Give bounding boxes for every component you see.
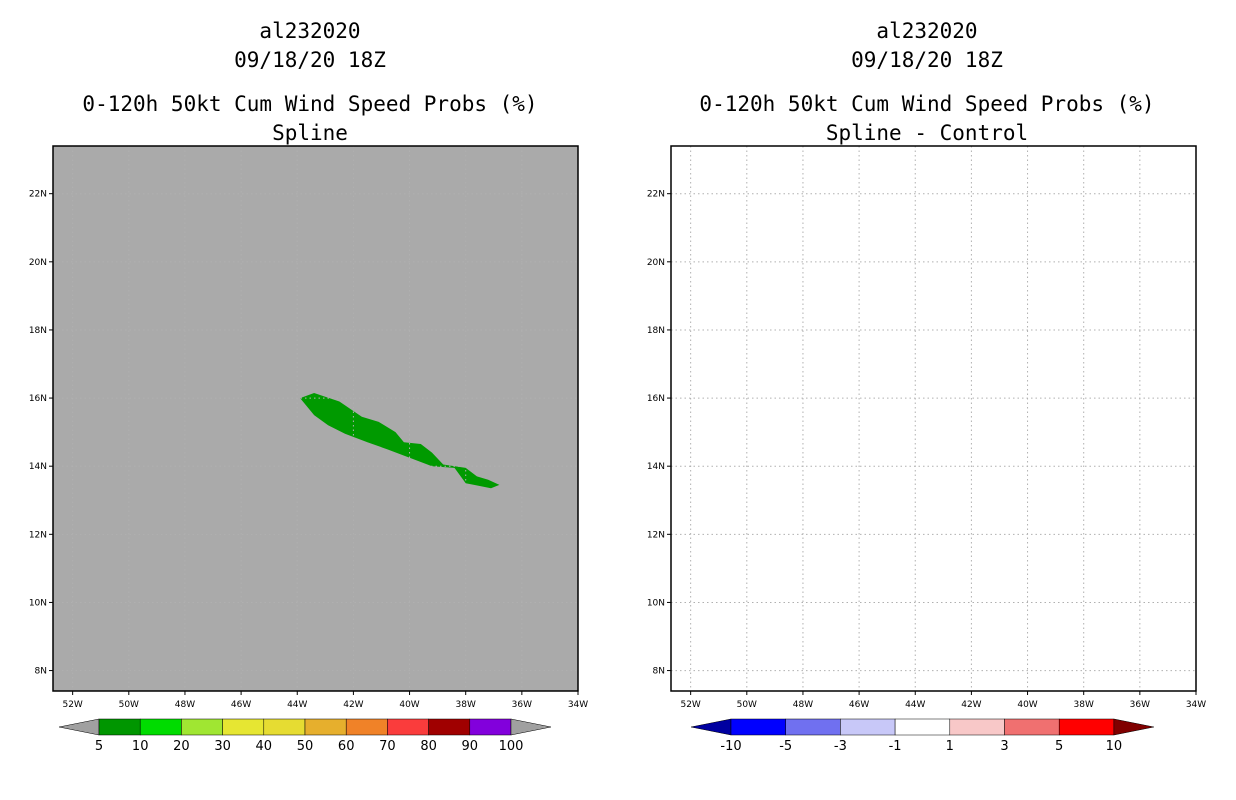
- x-tick-label: 44W: [287, 700, 307, 710]
- left-subtitle: Spline: [272, 121, 348, 145]
- left-map-background: [53, 146, 578, 691]
- colorbar-label: 70: [379, 739, 396, 754]
- left-axis-ticks: 52W 50W 48W 46W 44W 42W 40W 38W 36W 34W 8N 10N 12N 14…: [29, 190, 588, 710]
- colorbar-swatch: [840, 718, 896, 736]
- x-tick-label: 34W: [568, 700, 588, 710]
- colorbar-swatch: [730, 718, 786, 736]
- colorbar-swatch: [181, 718, 223, 736]
- colorbar-swatch: [345, 718, 388, 736]
- y-tick-label: 20N: [29, 258, 47, 268]
- colorbar-label: 30: [214, 739, 231, 754]
- colorbar-label: -10: [720, 739, 741, 754]
- left-storm-id: al232020: [259, 19, 361, 43]
- probability-swath: [300, 393, 500, 489]
- x-tick-label: 48W: [175, 700, 195, 710]
- x-tick-label: 38W: [456, 700, 476, 710]
- colorbar-swatch: [222, 718, 265, 736]
- right-datetime: 09/18/20 18Z: [851, 48, 1003, 72]
- left-panel-title: al232020 09/18/20 18Z 0-120h 50kt Cum Wi…: [50, 17, 570, 148]
- probability-colorbar: 5 10 20 30 40 50 60 70 80 90 100: [58, 718, 552, 754]
- x-tick-label: 40W: [399, 700, 419, 710]
- difference-colorbar: -10 -5 -3 -1 1 3 5 10: [690, 718, 1154, 754]
- colorbar-low-arrow: [58, 718, 100, 736]
- x-tick-label: 52W: [680, 700, 700, 710]
- colorbar-label: 80: [420, 739, 437, 754]
- right-product: 0-120h 50kt Cum Wind Speed Probs (%): [699, 92, 1155, 116]
- left-datetime: 09/18/20 18Z: [234, 48, 386, 72]
- colorbar-low-arrow: [690, 718, 732, 736]
- y-tick-label: 18N: [29, 326, 47, 336]
- colorbar-label: 1: [946, 739, 954, 754]
- y-tick-label: 22N: [647, 190, 665, 200]
- colorbar-label: 10: [132, 739, 149, 754]
- right-storm-id: al232020: [876, 19, 978, 43]
- y-tick-label: 10N: [29, 598, 47, 608]
- colorbar-label: 50: [297, 739, 314, 754]
- colorbar-swatch: [469, 718, 512, 736]
- y-tick-label: 20N: [647, 258, 665, 268]
- right-map-panel: 52W 50W 48W 46W 44W 42W 40W 38W 36W 34W 8N 10N 12N 14…: [647, 145, 1206, 710]
- right-panel-title: al232020 09/18/20 18Z 0-120h 50kt Cum Wi…: [667, 17, 1187, 148]
- colorbar-label: 5: [95, 739, 103, 754]
- y-tick-label: 22N: [29, 190, 47, 200]
- y-tick-label: 12N: [647, 530, 665, 540]
- colorbar-label: -3: [834, 739, 847, 754]
- x-tick-label: 36W: [512, 700, 532, 710]
- colorbar-label: 10: [1106, 739, 1123, 754]
- colorbar-swatch: [139, 718, 182, 736]
- y-tick-label: 8N: [653, 667, 665, 677]
- y-tick-label: 14N: [29, 462, 47, 472]
- x-tick-label: 44W: [905, 700, 925, 710]
- y-tick-label: 8N: [35, 667, 47, 677]
- colorbar-swatch: [304, 718, 347, 736]
- y-tick-label: 12N: [29, 530, 47, 540]
- y-tick-label: 18N: [647, 326, 665, 336]
- x-tick-label: 48W: [793, 700, 813, 710]
- colorbar-swatch: [785, 718, 841, 736]
- left-map-frame: [52, 145, 579, 692]
- right-map-background: [671, 146, 1196, 691]
- x-tick-label: 50W: [119, 700, 139, 710]
- y-tick-label: 16N: [29, 394, 47, 404]
- x-tick-label: 42W: [343, 700, 363, 710]
- colorbar-label: 60: [338, 739, 355, 754]
- x-tick-label: 46W: [231, 700, 251, 710]
- x-tick-label: 42W: [961, 700, 981, 710]
- colorbar-swatch: [949, 718, 1005, 736]
- colorbar-label: -1: [889, 739, 902, 754]
- x-tick-label: 38W: [1074, 700, 1094, 710]
- x-tick-label: 52W: [62, 700, 82, 710]
- colorbar-label: -5: [779, 739, 792, 754]
- x-tick-label: 36W: [1130, 700, 1150, 710]
- y-tick-label: 16N: [647, 394, 665, 404]
- colorbar-swatch: [894, 718, 951, 736]
- colorbar-label: 3: [1000, 739, 1008, 754]
- left-gridlines: [53, 146, 579, 691]
- colorbar-label: 90: [462, 739, 479, 754]
- y-tick-label: 14N: [647, 462, 665, 472]
- right-axis-ticks: 52W 50W 48W 46W 44W 42W 40W 38W 36W 34W 8N 10N 12N 14…: [647, 190, 1206, 710]
- right-map-frame: [670, 145, 1197, 692]
- x-tick-label: 34W: [1186, 700, 1206, 710]
- colorbar-swatch: [1058, 718, 1115, 736]
- colorbar-label: 5: [1055, 739, 1063, 754]
- left-map-panel: 52W 50W 48W 46W 44W 42W 40W 38W 36W 34W 8N 10N 12N 14…: [29, 145, 588, 710]
- x-tick-label: 46W: [849, 700, 869, 710]
- left-product: 0-120h 50kt Cum Wind Speed Probs (%): [82, 92, 538, 116]
- colorbar-swatch: [98, 718, 141, 736]
- colorbar-high-arrow: [510, 718, 552, 736]
- colorbar-swatch: [428, 718, 471, 736]
- colorbar-label: 100: [499, 739, 524, 754]
- colorbar-swatch: [1004, 718, 1060, 736]
- colorbar-label: 20: [173, 739, 190, 754]
- x-tick-label: 40W: [1017, 700, 1037, 710]
- y-tick-label: 10N: [647, 598, 665, 608]
- colorbar-swatch: [387, 718, 429, 736]
- colorbar-label: 40: [256, 739, 273, 754]
- right-subtitle: Spline - Control: [825, 121, 1029, 145]
- colorbar-swatch: [263, 718, 306, 736]
- colorbar-high-arrow: [1113, 718, 1154, 736]
- x-tick-label: 50W: [737, 700, 757, 710]
